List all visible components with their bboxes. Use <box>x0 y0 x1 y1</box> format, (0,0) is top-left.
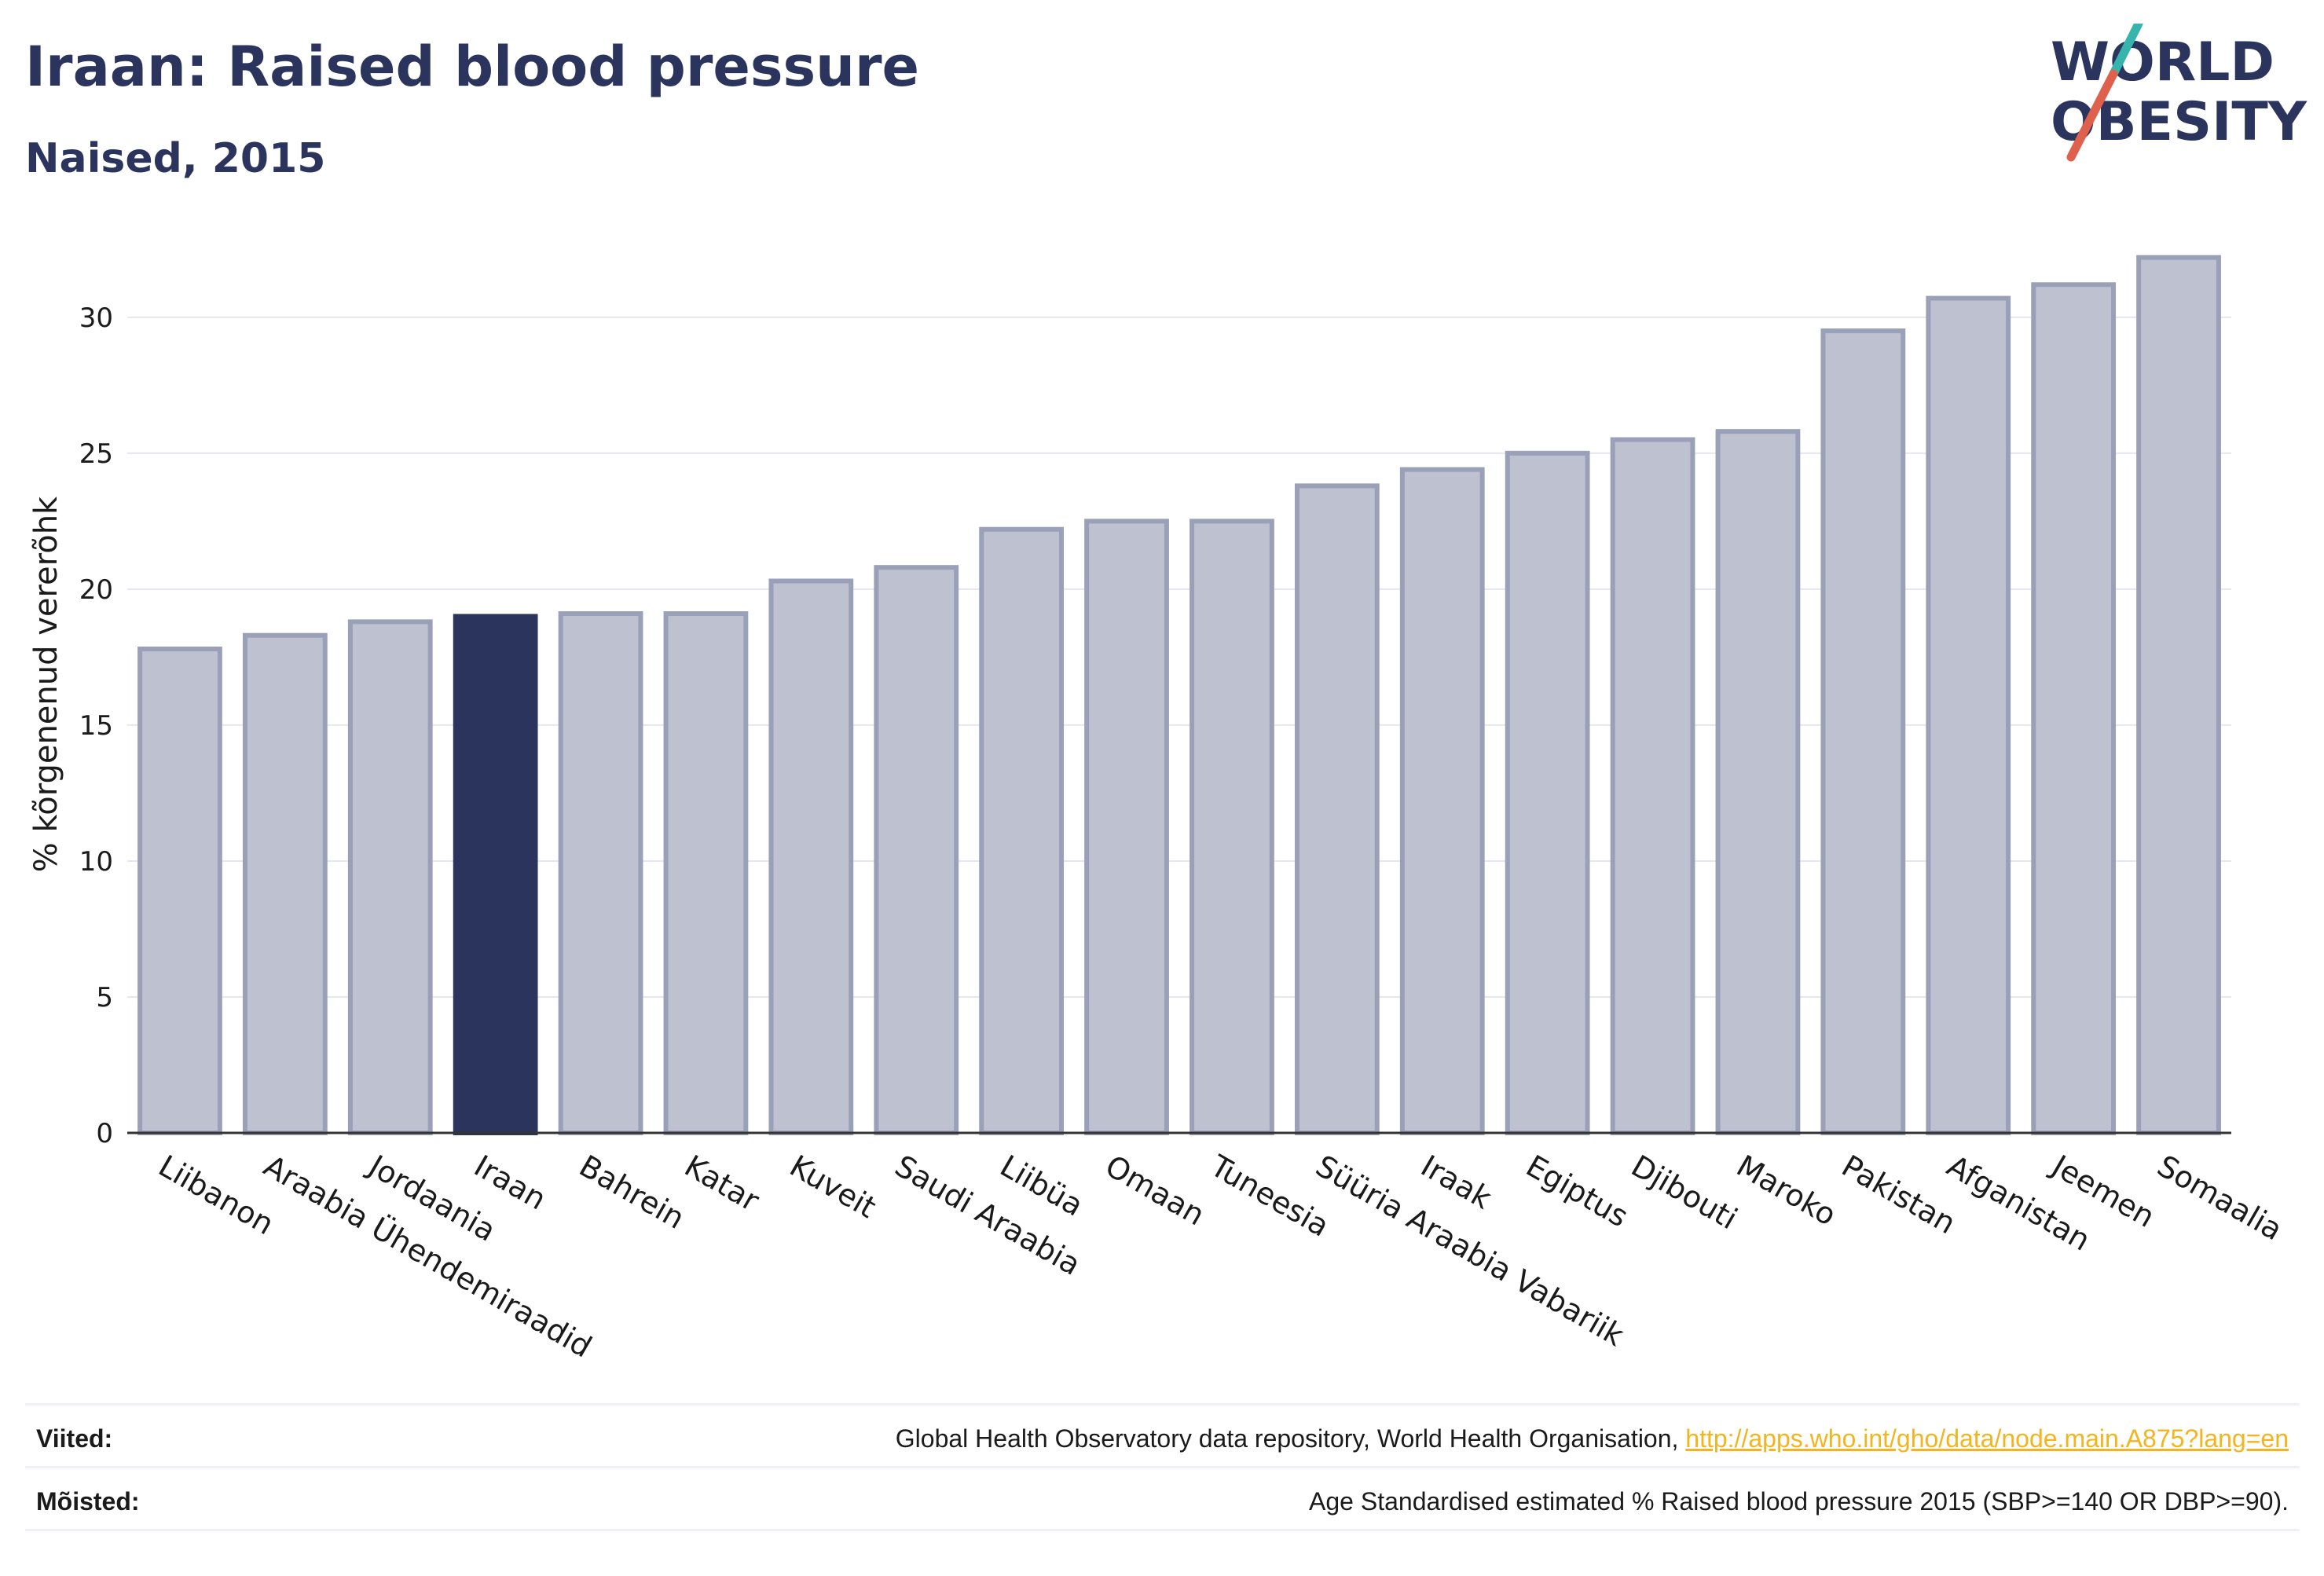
bar-country <box>1084 519 1169 1135</box>
bar-country <box>1399 467 1485 1135</box>
logo-text-world: WORLD <box>2051 31 2275 93</box>
bar-country <box>558 611 643 1135</box>
definitions-row: Mõisted: Age Standardised estimated % Ra… <box>25 1466 2300 1531</box>
bar-country <box>979 526 1065 1135</box>
chart-title: Iraan: Raised blood pressure <box>25 35 920 99</box>
x-tick-label: Egiptus <box>1520 1149 1634 1234</box>
bar-country <box>2136 255 2221 1136</box>
definitions-text: Age Standardised estimated % Raised bloo… <box>1309 1487 2289 1516</box>
y-tick-label: 5 <box>96 982 113 1013</box>
footer-divider <box>25 1529 2300 1531</box>
bar-country <box>768 578 854 1135</box>
bar-country <box>137 647 222 1135</box>
bar-country <box>663 611 749 1135</box>
bar-highlight <box>453 614 538 1135</box>
bar-country <box>1505 450 1590 1135</box>
grid-layer <box>127 316 2231 998</box>
x-tick-label: Somaalia <box>2152 1149 2289 1248</box>
y-axis-title: % kõrgenenud vererõhk <box>28 496 64 872</box>
sources-row: Viited: Global Health Observatory data r… <box>25 1403 2300 1468</box>
x-tick-label: Pakistan <box>1836 1149 1962 1241</box>
chart-subtitle: Naised, 2015 <box>25 135 326 182</box>
x-tick-label: Omaan <box>1100 1149 1211 1233</box>
bar-country <box>1715 429 1801 1135</box>
y-tick-label: 10 <box>79 846 113 878</box>
x-tick-label: Katar <box>679 1149 765 1219</box>
y-tick-label: 15 <box>79 710 113 742</box>
y-tick-label: 0 <box>96 1118 113 1149</box>
y-tick-label: 30 <box>79 302 113 334</box>
y-tick-label: 20 <box>79 574 113 606</box>
sources-text: Global Health Observatory data repositor… <box>895 1424 1686 1453</box>
bar-country <box>1820 328 1906 1135</box>
bar-country <box>1294 483 1380 1135</box>
logo-slash-teal <box>2109 24 2143 79</box>
bar-country <box>1610 437 1695 1135</box>
x-tick-label: Liibanon <box>152 1149 280 1242</box>
bar-country <box>1926 295 2011 1135</box>
definitions-label: Mõisted: <box>36 1487 140 1516</box>
sources-link[interactable]: http://apps.who.int/gho/data/node.main.A… <box>1685 1424 2289 1453</box>
x-tick-label: Maroko <box>1731 1149 1842 1233</box>
x-tick-label: Kuveit <box>784 1149 882 1225</box>
x-tick-label: Bahrein <box>574 1149 691 1236</box>
x-tick-label: Djibouti <box>1626 1149 1743 1237</box>
bar-country <box>1189 519 1274 1135</box>
bar-layer <box>137 255 2221 1136</box>
x-tick-label: Tuneesia <box>1204 1148 1336 1244</box>
bar-country <box>242 632 328 1135</box>
world-obesity-logo: WORLD OBESITY <box>2051 24 2308 162</box>
sources-label: Viited: <box>36 1424 113 1453</box>
sources-value: Global Health Observatory data repositor… <box>896 1424 2289 1453</box>
bar-country <box>874 565 959 1135</box>
bar-country <box>2031 282 2117 1136</box>
bar-country <box>347 619 433 1135</box>
y-tick-label: 25 <box>79 438 113 470</box>
logo-slash-red <box>2066 69 2118 162</box>
x-tick-label: Saudi Araabia <box>889 1149 1087 1282</box>
